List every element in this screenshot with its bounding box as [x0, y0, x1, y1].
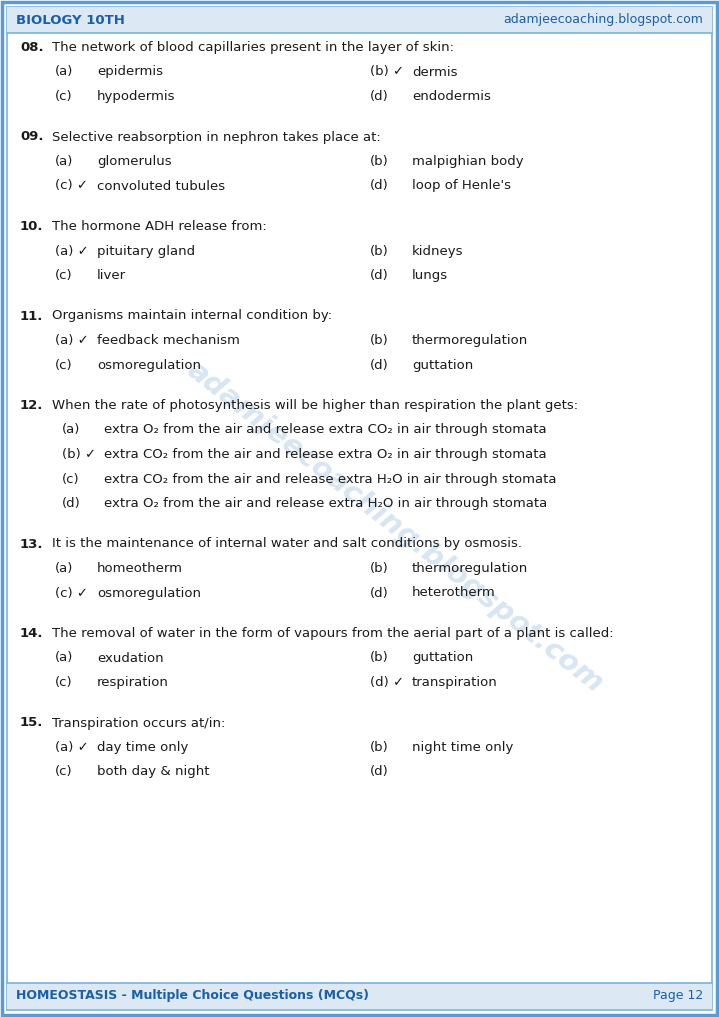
Text: guttation: guttation: [412, 359, 473, 371]
Text: Page 12: Page 12: [653, 990, 703, 1003]
Text: 15.: 15.: [20, 717, 43, 729]
Text: (c): (c): [55, 676, 73, 689]
Text: lungs: lungs: [412, 270, 448, 282]
Text: extra O₂ from the air and release extra CO₂ in air through stomata: extra O₂ from the air and release extra …: [104, 423, 546, 436]
Text: (d): (d): [62, 497, 81, 510]
Text: (c): (c): [55, 766, 73, 778]
Text: (c) ✓: (c) ✓: [55, 179, 88, 192]
Text: The network of blood capillaries present in the layer of skin:: The network of blood capillaries present…: [52, 41, 454, 54]
Text: (b): (b): [370, 334, 389, 347]
Text: night time only: night time only: [412, 741, 513, 754]
Text: 14.: 14.: [20, 627, 44, 640]
Text: (d): (d): [370, 766, 389, 778]
Text: endodermis: endodermis: [412, 89, 491, 103]
Text: (b): (b): [370, 155, 389, 168]
FancyBboxPatch shape: [7, 983, 712, 1009]
Text: (d): (d): [370, 89, 389, 103]
Text: 12.: 12.: [20, 399, 43, 412]
Text: day time only: day time only: [97, 741, 188, 754]
Text: (a): (a): [55, 652, 73, 664]
Text: 09.: 09.: [20, 130, 44, 143]
Text: pituitary gland: pituitary gland: [97, 244, 195, 257]
Text: extra CO₂ from the air and release extra H₂O in air through stomata: extra CO₂ from the air and release extra…: [104, 473, 557, 485]
Text: loop of Henle's: loop of Henle's: [412, 179, 511, 192]
Text: liver: liver: [97, 270, 126, 282]
Text: (b): (b): [370, 562, 389, 575]
Text: The hormone ADH release from:: The hormone ADH release from:: [52, 220, 267, 233]
Text: heterotherm: heterotherm: [412, 587, 495, 599]
Text: (a): (a): [55, 65, 73, 78]
Text: convoluted tubules: convoluted tubules: [97, 179, 225, 192]
Text: (d): (d): [370, 179, 389, 192]
Text: 10.: 10.: [20, 220, 44, 233]
Text: (a): (a): [55, 155, 73, 168]
Text: osmoregulation: osmoregulation: [97, 587, 201, 599]
Text: Selective reabsorption in nephron takes place at:: Selective reabsorption in nephron takes …: [52, 130, 381, 143]
Text: (b): (b): [370, 741, 389, 754]
Text: (d): (d): [370, 270, 389, 282]
Text: respiration: respiration: [97, 676, 169, 689]
Text: guttation: guttation: [412, 652, 473, 664]
Text: extra O₂ from the air and release extra H₂O in air through stomata: extra O₂ from the air and release extra …: [104, 497, 547, 510]
Text: exudation: exudation: [97, 652, 164, 664]
Text: 13.: 13.: [20, 538, 44, 550]
Text: (c): (c): [55, 359, 73, 371]
Text: HOMEOSTASIS - Multiple Choice Questions (MCQs): HOMEOSTASIS - Multiple Choice Questions …: [16, 990, 369, 1003]
Text: hypodermis: hypodermis: [97, 89, 175, 103]
Text: (c): (c): [62, 473, 80, 485]
Text: thermoregulation: thermoregulation: [412, 562, 528, 575]
Text: When the rate of photosynthesis will be higher than respiration the plant gets:: When the rate of photosynthesis will be …: [52, 399, 578, 412]
Text: (c): (c): [55, 89, 73, 103]
Text: (b) ✓: (b) ✓: [370, 65, 404, 78]
Text: BIOLOGY 10TH: BIOLOGY 10TH: [16, 13, 125, 26]
Text: kidneys: kidneys: [412, 244, 464, 257]
Text: adamjeecoaching.blogspot.com: adamjeecoaching.blogspot.com: [503, 13, 703, 26]
Text: (a) ✓: (a) ✓: [55, 334, 88, 347]
Text: It is the maintenance of internal water and salt conditions by osmosis.: It is the maintenance of internal water …: [52, 538, 522, 550]
Text: (a) ✓: (a) ✓: [55, 741, 88, 754]
Text: The removal of water in the form of vapours from the aerial part of a plant is c: The removal of water in the form of vapo…: [52, 627, 613, 640]
Text: Organisms maintain internal condition by:: Organisms maintain internal condition by…: [52, 309, 332, 322]
FancyBboxPatch shape: [7, 7, 712, 33]
Text: thermoregulation: thermoregulation: [412, 334, 528, 347]
Text: (b): (b): [370, 244, 389, 257]
Text: homeotherm: homeotherm: [97, 562, 183, 575]
Text: (b): (b): [370, 652, 389, 664]
Text: osmoregulation: osmoregulation: [97, 359, 201, 371]
Text: glomerulus: glomerulus: [97, 155, 172, 168]
Text: feedback mechanism: feedback mechanism: [97, 334, 240, 347]
Text: transpiration: transpiration: [412, 676, 498, 689]
Text: 11.: 11.: [20, 309, 43, 322]
Text: both day & night: both day & night: [97, 766, 209, 778]
Text: (d): (d): [370, 587, 389, 599]
Text: (a) ✓: (a) ✓: [55, 244, 88, 257]
Text: (d): (d): [370, 359, 389, 371]
Text: (c): (c): [55, 270, 73, 282]
Text: adamjeecoaching.blogspot.com: adamjeecoaching.blogspot.com: [181, 356, 608, 699]
Text: epidermis: epidermis: [97, 65, 163, 78]
Text: (c) ✓: (c) ✓: [55, 587, 88, 599]
Text: dermis: dermis: [412, 65, 457, 78]
Text: (a): (a): [62, 423, 81, 436]
Text: 08.: 08.: [20, 41, 44, 54]
Text: extra CO₂ from the air and release extra O₂ in air through stomata: extra CO₂ from the air and release extra…: [104, 448, 546, 461]
Text: malpighian body: malpighian body: [412, 155, 523, 168]
Text: (a): (a): [55, 562, 73, 575]
Text: (d) ✓: (d) ✓: [370, 676, 404, 689]
Text: Transpiration occurs at/in:: Transpiration occurs at/in:: [52, 717, 225, 729]
Text: (b) ✓: (b) ✓: [62, 448, 96, 461]
